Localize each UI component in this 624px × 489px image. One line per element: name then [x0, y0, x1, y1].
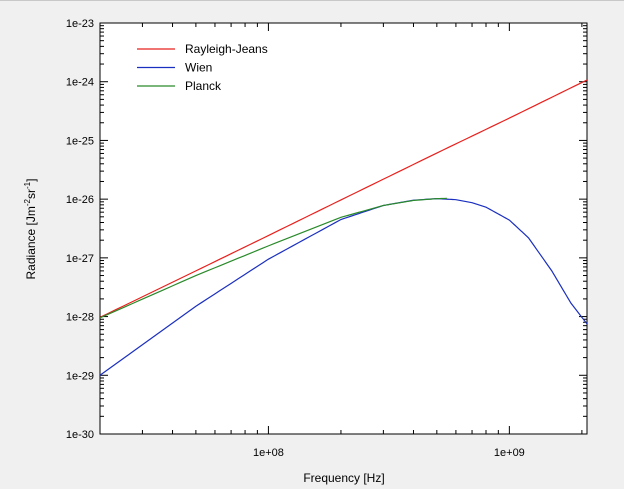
series-line-planck: [100, 197, 447, 319]
series-lines: [100, 79, 587, 376]
y-tick-label: 1e-28: [66, 312, 94, 324]
y-tick-labels: 1e-30 1e-29 1e-28 1e-27 1e-26 1e-25 1e-24 1e-23: [66, 18, 94, 441]
y-axis-title: Radiance [Jm-2sr-1]: [23, 179, 38, 280]
x-tick-label: 1e+08: [253, 447, 284, 459]
legend-label-rayleigh-jeans: Rayleigh-Jeans: [185, 42, 268, 56]
series-line-wien: [100, 198, 587, 376]
y-tick-label: 1e-24: [66, 77, 94, 89]
legend-label-planck: Planck: [185, 79, 222, 93]
y-tick-label: 1e-27: [66, 253, 94, 265]
y-tick-label: 1e-26: [66, 194, 94, 206]
series-line-rayleigh-jeans: [100, 79, 587, 318]
legend-label-wien: Wien: [185, 61, 212, 75]
y-axis-title-sup-1: -2: [23, 198, 32, 206]
y-axis-title-sup-2: -1: [23, 181, 32, 189]
y-tick-label: 1e-25: [66, 135, 94, 147]
plot-area: [99, 22, 588, 435]
legend: Rayleigh-Jeans Wien Planck: [137, 42, 268, 93]
y-tick-label: 1e-23: [66, 18, 94, 30]
y-axis-title-end: ]: [24, 179, 38, 182]
x-tick-labels: 1e+08 1e+09: [253, 447, 525, 459]
y-axis-title-mid: sr: [24, 189, 38, 199]
y-tick-label: 1e-29: [66, 370, 94, 382]
x-axis-title: Frequency [Hz]: [303, 471, 384, 485]
x-tick-label: 1e+09: [494, 447, 525, 459]
y-tick-label: 1e-30: [66, 429, 94, 441]
